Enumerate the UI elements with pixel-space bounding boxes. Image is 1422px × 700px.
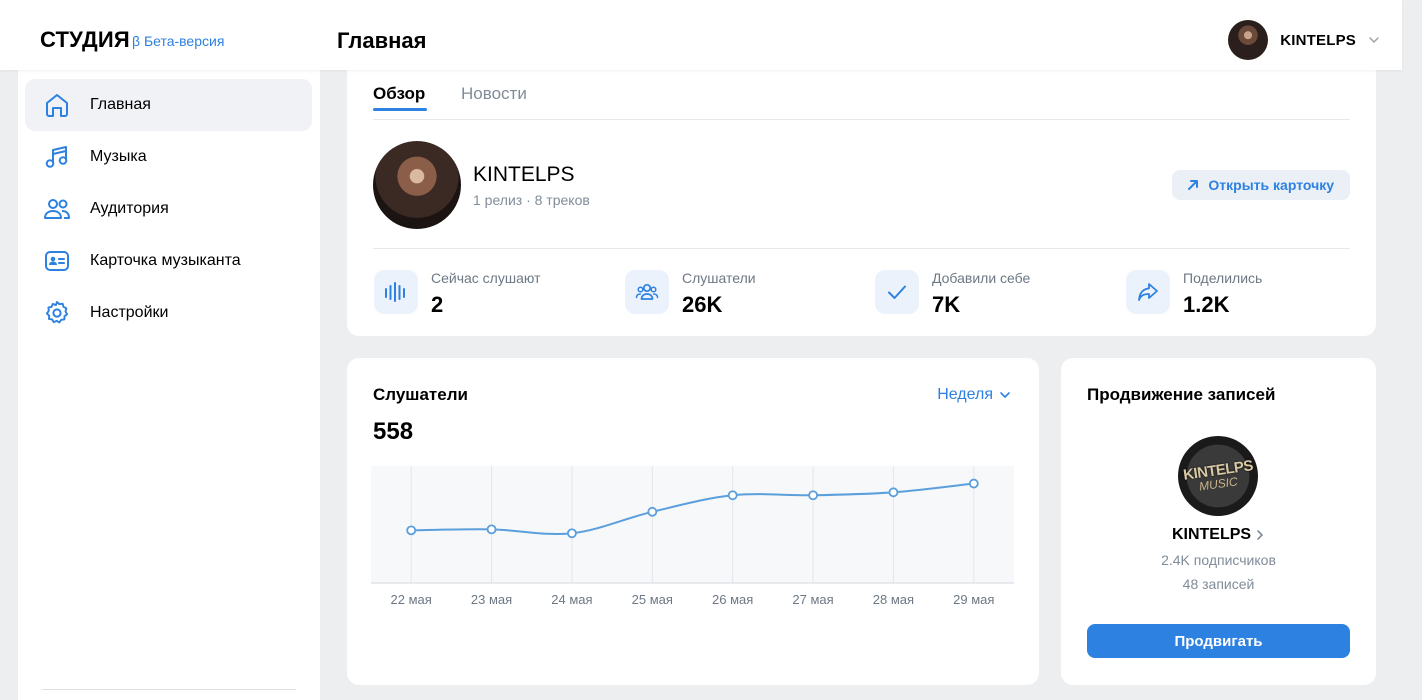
promotion-title: Продвижение записей (1087, 385, 1276, 404)
chart-point[interactable] (808, 490, 818, 501)
listeners-card: Слушатели 558 Неделя 22 мая 23 мая 24 мая 2… (347, 358, 1039, 685)
divider (373, 119, 1350, 120)
open-card-label: Открыть карточку (1208, 177, 1334, 193)
overview-card: Обзор Новости KINTELPS 1 релиз · 8 треко… (347, 60, 1376, 336)
stat-value: 7K (932, 292, 961, 317)
equalizer-icon (374, 270, 418, 314)
listeners-count: 558 (373, 418, 414, 445)
listeners-chart: 22 мая 23 мая 24 мая 25 мая 26 мая 27 мая 28 м… (371, 466, 1014, 607)
sidebar-item-artist-card[interactable]: Карточка музыканта (25, 235, 312, 287)
open-card-button[interactable]: Открыть карточку (1172, 170, 1350, 200)
chart-point[interactable] (567, 528, 577, 539)
tab-overview[interactable]: Обзор (373, 84, 426, 103)
sidebar: Главная Музыка Аудитория Карточка музыка… (18, 70, 320, 700)
divider (373, 248, 1350, 249)
sidebar-item-audience[interactable]: Аудитория (25, 183, 312, 235)
home-icon (46, 94, 68, 117)
sidebar-item-music[interactable]: Музыка (25, 131, 312, 183)
promote-button[interactable]: Продвигать (1087, 624, 1350, 658)
arrow-up-right-icon (1188, 180, 1199, 190)
id-card-icon (45, 251, 69, 271)
chart-point[interactable] (888, 487, 899, 498)
chart-point[interactable] (406, 525, 417, 536)
community-subscribers: 2.4K подписчиков (1161, 552, 1276, 568)
chevron-down-icon (1000, 392, 1010, 399)
chart-x-tick-label: 26 мая (712, 592, 753, 607)
artist-stats-summary: 1 релиз · 8 треков (473, 192, 590, 208)
stat-label: Сейчас слушают (431, 270, 541, 286)
artist-name: KINTELPS (473, 163, 575, 186)
user-avatar (1228, 20, 1269, 60)
sidebar-item-label: Карточка музыканта (90, 252, 241, 269)
share-icon (1126, 270, 1170, 314)
stat-label: Поделились (1183, 270, 1263, 286)
users-icon (44, 199, 70, 219)
community-avatar[interactable]: KINTELPS MUSIC (1178, 436, 1258, 516)
sidebar-item-settings[interactable]: Настройки (25, 287, 312, 339)
community-name: KINTELPS (1171, 526, 1252, 543)
listeners-title: Слушатели (373, 385, 468, 404)
chart-series-line (411, 482, 974, 536)
sidebar-divider (42, 689, 296, 690)
chart-x-tick-label: 27 мая (792, 592, 833, 607)
sidebar-item-label: Настройки (90, 304, 169, 321)
sidebar-item-label: Главная (90, 96, 151, 113)
artist-avatar[interactable] (373, 141, 461, 229)
promotion-card: Продвижение записей KINTELPS MUSIC KINTE… (1061, 358, 1376, 685)
top-bar: СТУДИЯ β Бета-версия Главная KINTELPS (0, 0, 1402, 70)
chart-plot-area (371, 466, 1014, 583)
tab-news[interactable]: Новости (461, 84, 527, 103)
chart-x-tick-label: 22 мая (391, 592, 432, 607)
page-title: Главная (337, 28, 427, 53)
users-icon (625, 270, 669, 314)
stat-label: Слушатели (682, 270, 756, 286)
tab-active-indicator (373, 108, 427, 111)
beta-badge: β Бета-версия (132, 33, 225, 49)
user-menu[interactable]: KINTELPS (1228, 20, 1380, 60)
chart-point[interactable] (486, 524, 497, 535)
chart-point[interactable] (968, 478, 979, 489)
chart-x-tick-label: 25 мая (632, 592, 673, 607)
period-select[interactable]: Неделя (937, 386, 1011, 404)
sidebar-item-home[interactable]: Главная (25, 79, 312, 131)
chart-point[interactable] (727, 490, 738, 501)
community-name-link[interactable]: KINTELPS (1061, 526, 1376, 544)
chevron-down-icon (1369, 37, 1379, 44)
chart-point[interactable] (647, 506, 658, 517)
chart-x-tick-label: 29 мая (953, 592, 994, 607)
stat-value: 1.2K (1183, 292, 1230, 317)
stat-value: 2 (431, 292, 444, 317)
user-name: KINTELPS (1280, 31, 1356, 49)
studio-logo[interactable]: СТУДИЯ (40, 27, 130, 52)
music-note-icon (45, 146, 68, 168)
check-icon (875, 270, 919, 314)
stat-value: 26K (682, 292, 723, 317)
community-posts: 48 записей (1182, 576, 1255, 592)
sidebar-item-label: Музыка (90, 148, 147, 165)
chart-x-tick-label: 24 мая (551, 592, 592, 607)
stat-label: Добавили себе (932, 270, 1031, 286)
period-label: Неделя (937, 386, 993, 403)
chevron-right-icon (1257, 529, 1264, 540)
chart-x-tick-label: 28 мая (873, 592, 914, 607)
sidebar-item-label: Аудитория (90, 200, 169, 217)
chart-x-tick-label: 23 мая (471, 592, 512, 607)
gear-icon (45, 301, 69, 324)
